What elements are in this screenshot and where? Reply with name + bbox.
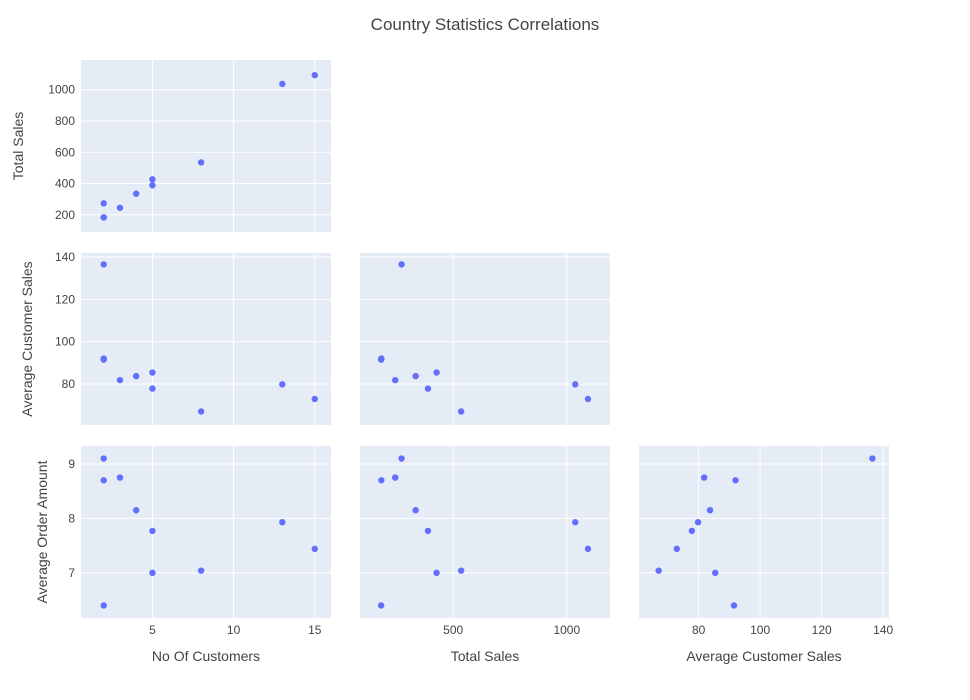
data-point bbox=[730, 602, 738, 609]
data-point bbox=[424, 527, 432, 535]
data-point bbox=[279, 519, 286, 526]
panel-background bbox=[81, 60, 331, 232]
panel-background bbox=[360, 253, 610, 425]
data-point bbox=[149, 369, 156, 376]
data-point bbox=[100, 214, 107, 221]
chart-title: Country Statistics Correlations bbox=[371, 15, 600, 34]
panel-background bbox=[639, 446, 889, 618]
x-axis-title: Total Sales bbox=[451, 648, 519, 664]
data-point bbox=[378, 477, 385, 484]
x-axis-title: Average Customer Sales bbox=[686, 648, 841, 664]
data-point bbox=[869, 455, 876, 462]
data-point bbox=[116, 204, 124, 211]
y-tick-label: 100 bbox=[55, 335, 75, 349]
y-tick-label: 400 bbox=[55, 177, 75, 191]
x-tick-label: 5 bbox=[149, 623, 156, 637]
data-point bbox=[424, 385, 432, 392]
data-point bbox=[398, 455, 405, 462]
data-point bbox=[197, 408, 205, 415]
panel-r3c3 bbox=[639, 446, 889, 618]
y-axis-title: Average Customer Sales bbox=[19, 261, 35, 416]
x-tick-label: 100 bbox=[750, 623, 770, 637]
x-tick-label: 120 bbox=[812, 623, 832, 637]
data-point bbox=[433, 369, 440, 376]
data-point bbox=[149, 385, 156, 392]
data-point bbox=[149, 569, 156, 577]
x-tick-label: 15 bbox=[308, 623, 322, 637]
y-tick-label: 600 bbox=[55, 145, 75, 159]
data-point bbox=[100, 356, 107, 363]
panel-r3c2 bbox=[360, 446, 610, 618]
panel-background bbox=[360, 446, 610, 618]
data-point bbox=[149, 527, 156, 535]
x-axis-title: No Of Customers bbox=[152, 648, 260, 664]
data-point bbox=[132, 190, 140, 197]
data-point bbox=[116, 474, 124, 481]
data-point bbox=[584, 545, 592, 553]
panel-r2c1 bbox=[81, 253, 331, 425]
panel-r3c1 bbox=[81, 446, 331, 618]
y-tick-label: 140 bbox=[55, 250, 75, 264]
data-point bbox=[433, 569, 440, 577]
data-point bbox=[149, 182, 156, 189]
x-tick-label: 500 bbox=[443, 623, 463, 637]
data-point bbox=[149, 176, 156, 183]
data-point bbox=[377, 356, 385, 363]
x-tick-label: 140 bbox=[873, 623, 893, 637]
data-point bbox=[100, 455, 107, 462]
y-axis-title: Average Order Amount bbox=[34, 460, 50, 603]
data-point bbox=[694, 519, 702, 526]
y-tick-label: 800 bbox=[55, 114, 75, 128]
data-point bbox=[712, 569, 719, 577]
data-point bbox=[457, 567, 465, 574]
panel-r2c2 bbox=[360, 253, 610, 425]
data-point bbox=[100, 477, 107, 484]
data-point bbox=[392, 474, 399, 481]
data-point bbox=[116, 376, 124, 384]
x-tick-label: 1000 bbox=[553, 623, 580, 637]
data-point bbox=[311, 71, 318, 79]
data-point bbox=[100, 200, 107, 207]
data-point bbox=[197, 159, 205, 166]
data-point bbox=[584, 395, 592, 403]
data-point bbox=[457, 408, 465, 415]
data-point bbox=[392, 376, 399, 384]
data-point bbox=[412, 507, 419, 514]
data-point bbox=[279, 381, 286, 388]
y-tick-label: 200 bbox=[55, 208, 75, 222]
data-point bbox=[732, 477, 739, 484]
data-point bbox=[706, 507, 714, 514]
panel-background bbox=[81, 446, 331, 618]
data-point bbox=[572, 519, 579, 526]
panel-background bbox=[81, 253, 331, 425]
data-point bbox=[197, 567, 205, 574]
data-point bbox=[311, 545, 318, 553]
data-point bbox=[132, 372, 140, 380]
data-point bbox=[688, 527, 696, 535]
data-point bbox=[132, 507, 140, 514]
y-tick-label: 7 bbox=[68, 566, 75, 580]
data-point bbox=[412, 372, 419, 380]
x-tick-label: 80 bbox=[692, 623, 706, 637]
y-axis-title: Total Sales bbox=[10, 112, 26, 180]
y-tick-label: 1000 bbox=[48, 83, 75, 97]
y-tick-label: 9 bbox=[68, 457, 75, 471]
y-tick-label: 80 bbox=[62, 377, 76, 391]
data-point bbox=[572, 381, 579, 388]
data-point bbox=[279, 80, 286, 88]
data-point bbox=[100, 602, 107, 609]
data-point bbox=[100, 261, 107, 268]
x-tick-label: 10 bbox=[227, 623, 241, 637]
data-point bbox=[673, 545, 681, 553]
y-tick-label: 8 bbox=[68, 511, 75, 525]
data-point bbox=[377, 602, 385, 609]
data-point bbox=[398, 261, 405, 268]
y-tick-label: 120 bbox=[55, 292, 75, 306]
data-point bbox=[311, 395, 318, 403]
data-point bbox=[655, 567, 662, 574]
panel-r1c1 bbox=[81, 60, 331, 232]
data-point bbox=[700, 474, 708, 481]
